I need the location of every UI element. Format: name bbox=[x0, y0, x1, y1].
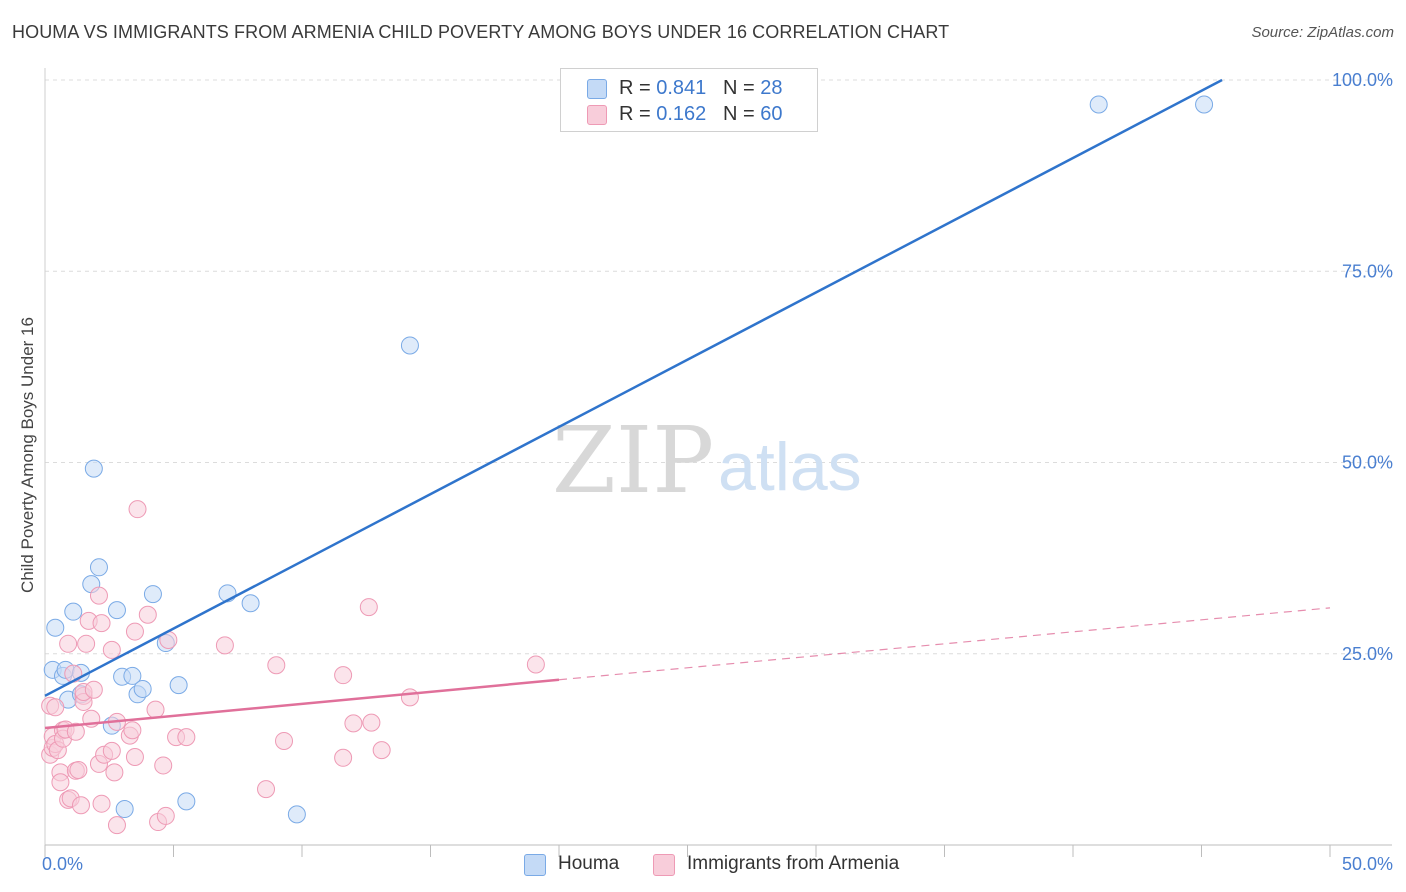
data-point bbox=[1195, 95, 1214, 114]
chart-title: HOUMA VS IMMIGRANTS FROM ARMENIA CHILD P… bbox=[12, 22, 950, 42]
data-point bbox=[102, 640, 121, 659]
data-point bbox=[267, 656, 286, 675]
data-point bbox=[169, 676, 188, 695]
x-tick-label-50: 50.0% bbox=[1342, 854, 1393, 874]
data-point bbox=[115, 800, 134, 819]
data-point bbox=[92, 794, 111, 813]
legend-armenia-swatch bbox=[653, 854, 675, 876]
data-point bbox=[71, 796, 90, 815]
data-point bbox=[84, 680, 103, 699]
data-point bbox=[133, 679, 152, 698]
armenia-n-label: N = bbox=[722, 103, 761, 125]
data-point bbox=[177, 792, 196, 811]
data-point bbox=[107, 601, 126, 620]
data-point bbox=[64, 664, 83, 683]
data-point bbox=[359, 598, 378, 617]
data-point bbox=[105, 763, 124, 782]
data-point bbox=[143, 585, 162, 604]
y-tick-label-75: 75.0% bbox=[1342, 261, 1393, 281]
data-point bbox=[89, 586, 108, 605]
houma-swatch bbox=[587, 79, 607, 99]
data-point bbox=[107, 816, 126, 835]
data-point bbox=[275, 731, 294, 750]
data-point bbox=[123, 721, 142, 740]
legend-armenia-label: Immigrants from Armenia bbox=[687, 853, 900, 874]
data-point bbox=[215, 636, 234, 655]
data-point bbox=[69, 761, 88, 780]
data-point bbox=[138, 605, 157, 624]
data-point bbox=[372, 741, 391, 760]
houma-r-value: 0.841 bbox=[656, 77, 707, 99]
data-point bbox=[334, 666, 353, 685]
data-point bbox=[84, 459, 103, 478]
houma-n-value: 28 bbox=[760, 77, 783, 99]
legend-houma-swatch bbox=[524, 854, 546, 876]
data-point bbox=[125, 748, 144, 767]
data-point bbox=[526, 655, 545, 674]
x-tick-label-0: 0.0% bbox=[42, 854, 83, 874]
chart-source: Source: ZipAtlas.com bbox=[1251, 24, 1394, 41]
data-point bbox=[241, 594, 260, 613]
tick-labels: 25.0% 50.0% 75.0% 100.0% 0.0% 50.0% bbox=[42, 70, 1393, 874]
data-point bbox=[156, 806, 175, 825]
armenia-n-value: 60 bbox=[760, 103, 783, 125]
data-point bbox=[77, 634, 96, 653]
series-armenia-points bbox=[41, 500, 545, 835]
armenia-r-label: R = bbox=[619, 103, 657, 125]
data-point bbox=[400, 336, 419, 355]
trend-line-armenia-extension bbox=[558, 607, 1331, 681]
watermark-atlas: atlas bbox=[718, 429, 862, 505]
data-point bbox=[66, 722, 85, 741]
y-tick-label-100: 100.0% bbox=[1332, 70, 1393, 90]
data-point bbox=[344, 714, 363, 733]
data-point bbox=[123, 666, 142, 685]
data-point bbox=[362, 713, 381, 732]
data-point bbox=[287, 805, 306, 824]
gridlines bbox=[45, 79, 1392, 655]
data-point bbox=[51, 773, 70, 792]
data-point bbox=[334, 748, 353, 767]
y-tick-label-25: 25.0% bbox=[1342, 644, 1393, 664]
data-point bbox=[102, 741, 121, 760]
watermark: ZIP atlas bbox=[552, 407, 862, 514]
data-point bbox=[400, 688, 419, 707]
data-point bbox=[177, 728, 196, 747]
trend-lines bbox=[44, 78, 1331, 730]
armenia-r-value: 0.162 bbox=[656, 103, 707, 125]
data-point bbox=[46, 698, 65, 717]
data-point bbox=[257, 780, 276, 799]
data-point bbox=[59, 634, 78, 653]
trend-line-armenia bbox=[44, 678, 560, 730]
data-point bbox=[125, 622, 144, 641]
data-point bbox=[1089, 95, 1108, 114]
data-point bbox=[46, 618, 65, 637]
data-point bbox=[92, 614, 111, 633]
data-point bbox=[64, 602, 83, 621]
armenia-swatch bbox=[587, 105, 607, 125]
data-point bbox=[128, 500, 147, 519]
correlation-legend: R = 0.841 N = 28 R = 0.162 N = 60 bbox=[560, 68, 818, 132]
y-tick-label-50: 50.0% bbox=[1342, 453, 1393, 473]
houma-n-label: N = bbox=[722, 77, 761, 99]
data-point bbox=[146, 700, 165, 719]
axes bbox=[44, 68, 1392, 857]
trend-line-houma bbox=[44, 78, 1223, 697]
data-point bbox=[89, 558, 108, 577]
data-point bbox=[154, 756, 173, 775]
legend-houma-label: Houma bbox=[558, 853, 620, 874]
houma-r-label: R = bbox=[619, 77, 657, 99]
watermark-zip: ZIP bbox=[552, 407, 714, 514]
